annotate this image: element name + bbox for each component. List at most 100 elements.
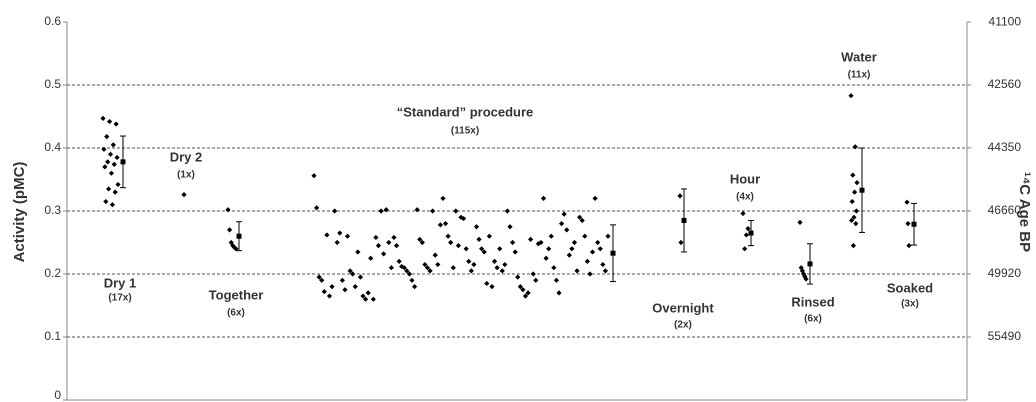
data-point <box>404 268 410 274</box>
data-point <box>329 284 335 290</box>
data-point <box>473 224 480 230</box>
data-point <box>321 289 327 295</box>
data-point <box>904 199 910 205</box>
data-point <box>471 261 477 268</box>
data-point <box>906 243 912 249</box>
data-point <box>479 246 485 252</box>
data-point <box>378 208 384 214</box>
data-point <box>360 293 366 299</box>
data-point <box>106 118 113 125</box>
group-label: Dry 1 <box>104 275 137 290</box>
data-point <box>543 255 549 261</box>
data-point <box>851 214 857 220</box>
data-point <box>533 277 539 283</box>
data-point <box>435 261 441 268</box>
data-point <box>553 277 560 283</box>
mean-marker <box>748 230 754 236</box>
data-point <box>538 239 544 246</box>
y-tick-label: 0.4 <box>44 140 61 154</box>
data-point <box>112 189 118 195</box>
data-point <box>100 115 106 121</box>
data-point <box>406 271 413 277</box>
data-point <box>742 246 748 252</box>
data-point <box>854 180 860 186</box>
group-label: Soaked <box>887 280 933 295</box>
group-label: Together <box>209 287 264 302</box>
data-point <box>357 274 364 280</box>
data-point <box>362 296 369 302</box>
data-point <box>326 293 333 299</box>
group-count: (1x) <box>177 170 195 181</box>
data-point <box>525 290 531 296</box>
mean-marker <box>911 221 917 227</box>
data-point <box>512 249 518 255</box>
y2-tick-label: 46660 <box>988 203 1022 217</box>
data-point <box>393 243 400 249</box>
data-point <box>803 276 809 282</box>
data-point <box>530 271 536 277</box>
group-count: (4x) <box>736 192 754 203</box>
data-point <box>347 268 353 274</box>
y2-tick-label: 55490 <box>988 329 1022 343</box>
data-point <box>556 290 562 296</box>
group-count: (11x) <box>848 70 871 81</box>
data-point <box>342 287 348 293</box>
data-point <box>582 233 588 239</box>
data-point <box>517 284 523 290</box>
data-point <box>569 246 575 252</box>
data-point <box>381 251 387 257</box>
data-point <box>102 164 108 170</box>
data-point <box>339 277 345 283</box>
data-point <box>602 268 609 274</box>
data-point <box>546 246 552 252</box>
group-label: “Standard” procedure <box>397 104 534 119</box>
data-point <box>801 271 807 277</box>
data-point <box>450 265 456 271</box>
y2-tick-label: 49920 <box>988 266 1022 280</box>
data-point <box>491 258 498 264</box>
y2-tick-label: 44350 <box>988 140 1022 154</box>
data-point <box>453 208 459 214</box>
data-point <box>797 219 803 225</box>
y-axis-label: Activity (pMC) <box>11 162 28 263</box>
group-label: Overnight <box>652 300 714 315</box>
data-point <box>414 207 420 213</box>
data-point <box>388 265 394 271</box>
data-point <box>509 239 516 246</box>
data-point <box>319 277 325 283</box>
group-count: (17x) <box>108 293 131 304</box>
data-point <box>849 198 855 205</box>
y2-tick-label: 41100 <box>989 14 1022 28</box>
data-point <box>497 246 503 252</box>
data-point <box>432 252 438 258</box>
data-point <box>442 221 449 227</box>
data-point <box>499 268 505 274</box>
mean-marker <box>807 261 813 267</box>
data-point <box>743 232 749 238</box>
data-point <box>848 93 854 99</box>
y-tick-label: 0.6 <box>44 14 61 28</box>
data-point <box>515 274 521 280</box>
mean-marker <box>859 187 865 193</box>
data-point <box>520 287 526 293</box>
data-point <box>375 243 382 249</box>
data-point <box>101 146 107 152</box>
mean-marker <box>120 159 126 165</box>
mean-marker <box>610 250 616 256</box>
data-point <box>799 268 805 274</box>
data-point <box>584 258 590 264</box>
data-point <box>677 193 683 199</box>
data-point <box>502 261 508 268</box>
data-point <box>233 246 239 252</box>
data-point <box>106 186 112 192</box>
y-tick-label: 0 <box>54 388 61 402</box>
data-point <box>558 221 565 227</box>
data-point <box>114 154 120 161</box>
data-point <box>476 236 482 242</box>
group-label: Dry 2 <box>170 149 203 164</box>
data-point <box>587 271 593 277</box>
group-label: Water <box>841 49 877 64</box>
y-tick-label: 0.2 <box>44 266 61 280</box>
data-point <box>373 234 379 241</box>
data-point <box>383 207 389 213</box>
